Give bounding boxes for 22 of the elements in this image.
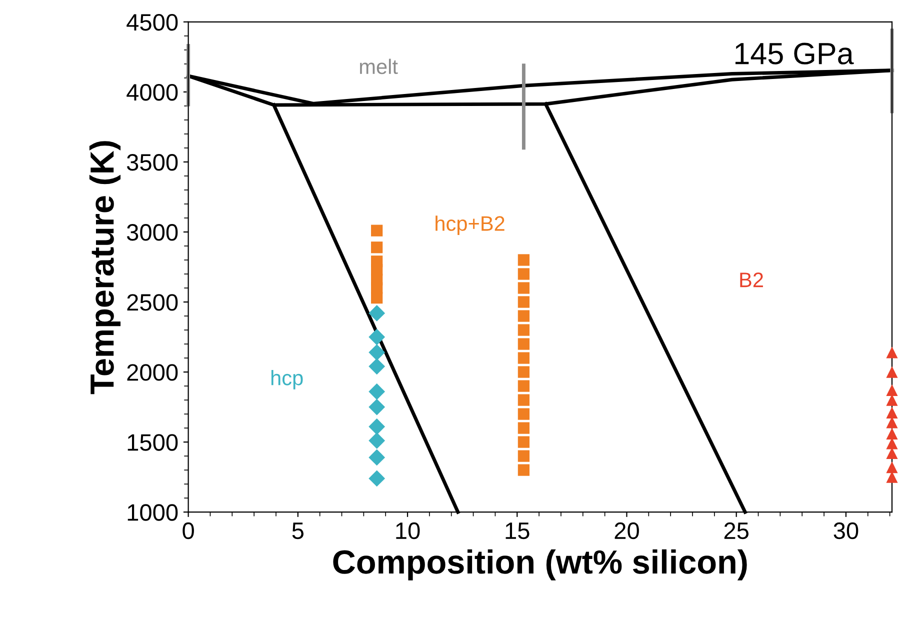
y-tick-label: 3000 (126, 224, 178, 241)
x-tick-label: 30 (834, 522, 858, 540)
y-tick-label: 3500 (126, 154, 178, 171)
annotation: 145 GPa (736, 42, 854, 64)
y-tick-label: 4500 (126, 14, 178, 31)
x-tick-label: 15 (506, 522, 530, 540)
annotation: melt (360, 58, 398, 74)
y-axis-title: Temperature (K) (89, 141, 121, 394)
y-tick-label: 1000 (128, 504, 178, 521)
x-tick-label: 5 (292, 522, 304, 540)
x-tick-label: 25 (724, 522, 748, 540)
x-tick-label: 0 (182, 522, 194, 540)
annotation: B2 (740, 272, 763, 288)
x-tick-label: 10 (396, 522, 420, 540)
annotation: hcp (271, 370, 303, 390)
annotation: hcp+B2 (436, 216, 504, 236)
x-tick-label: 20 (614, 522, 639, 540)
y-tick-label: 4000 (126, 84, 178, 101)
y-tick-label: 2500 (127, 294, 178, 311)
x-axis-title: Composition (wt% silicon) (333, 549, 747, 580)
y-tick-label: 2000 (127, 364, 178, 381)
y-tick-label: 1500 (128, 434, 178, 451)
